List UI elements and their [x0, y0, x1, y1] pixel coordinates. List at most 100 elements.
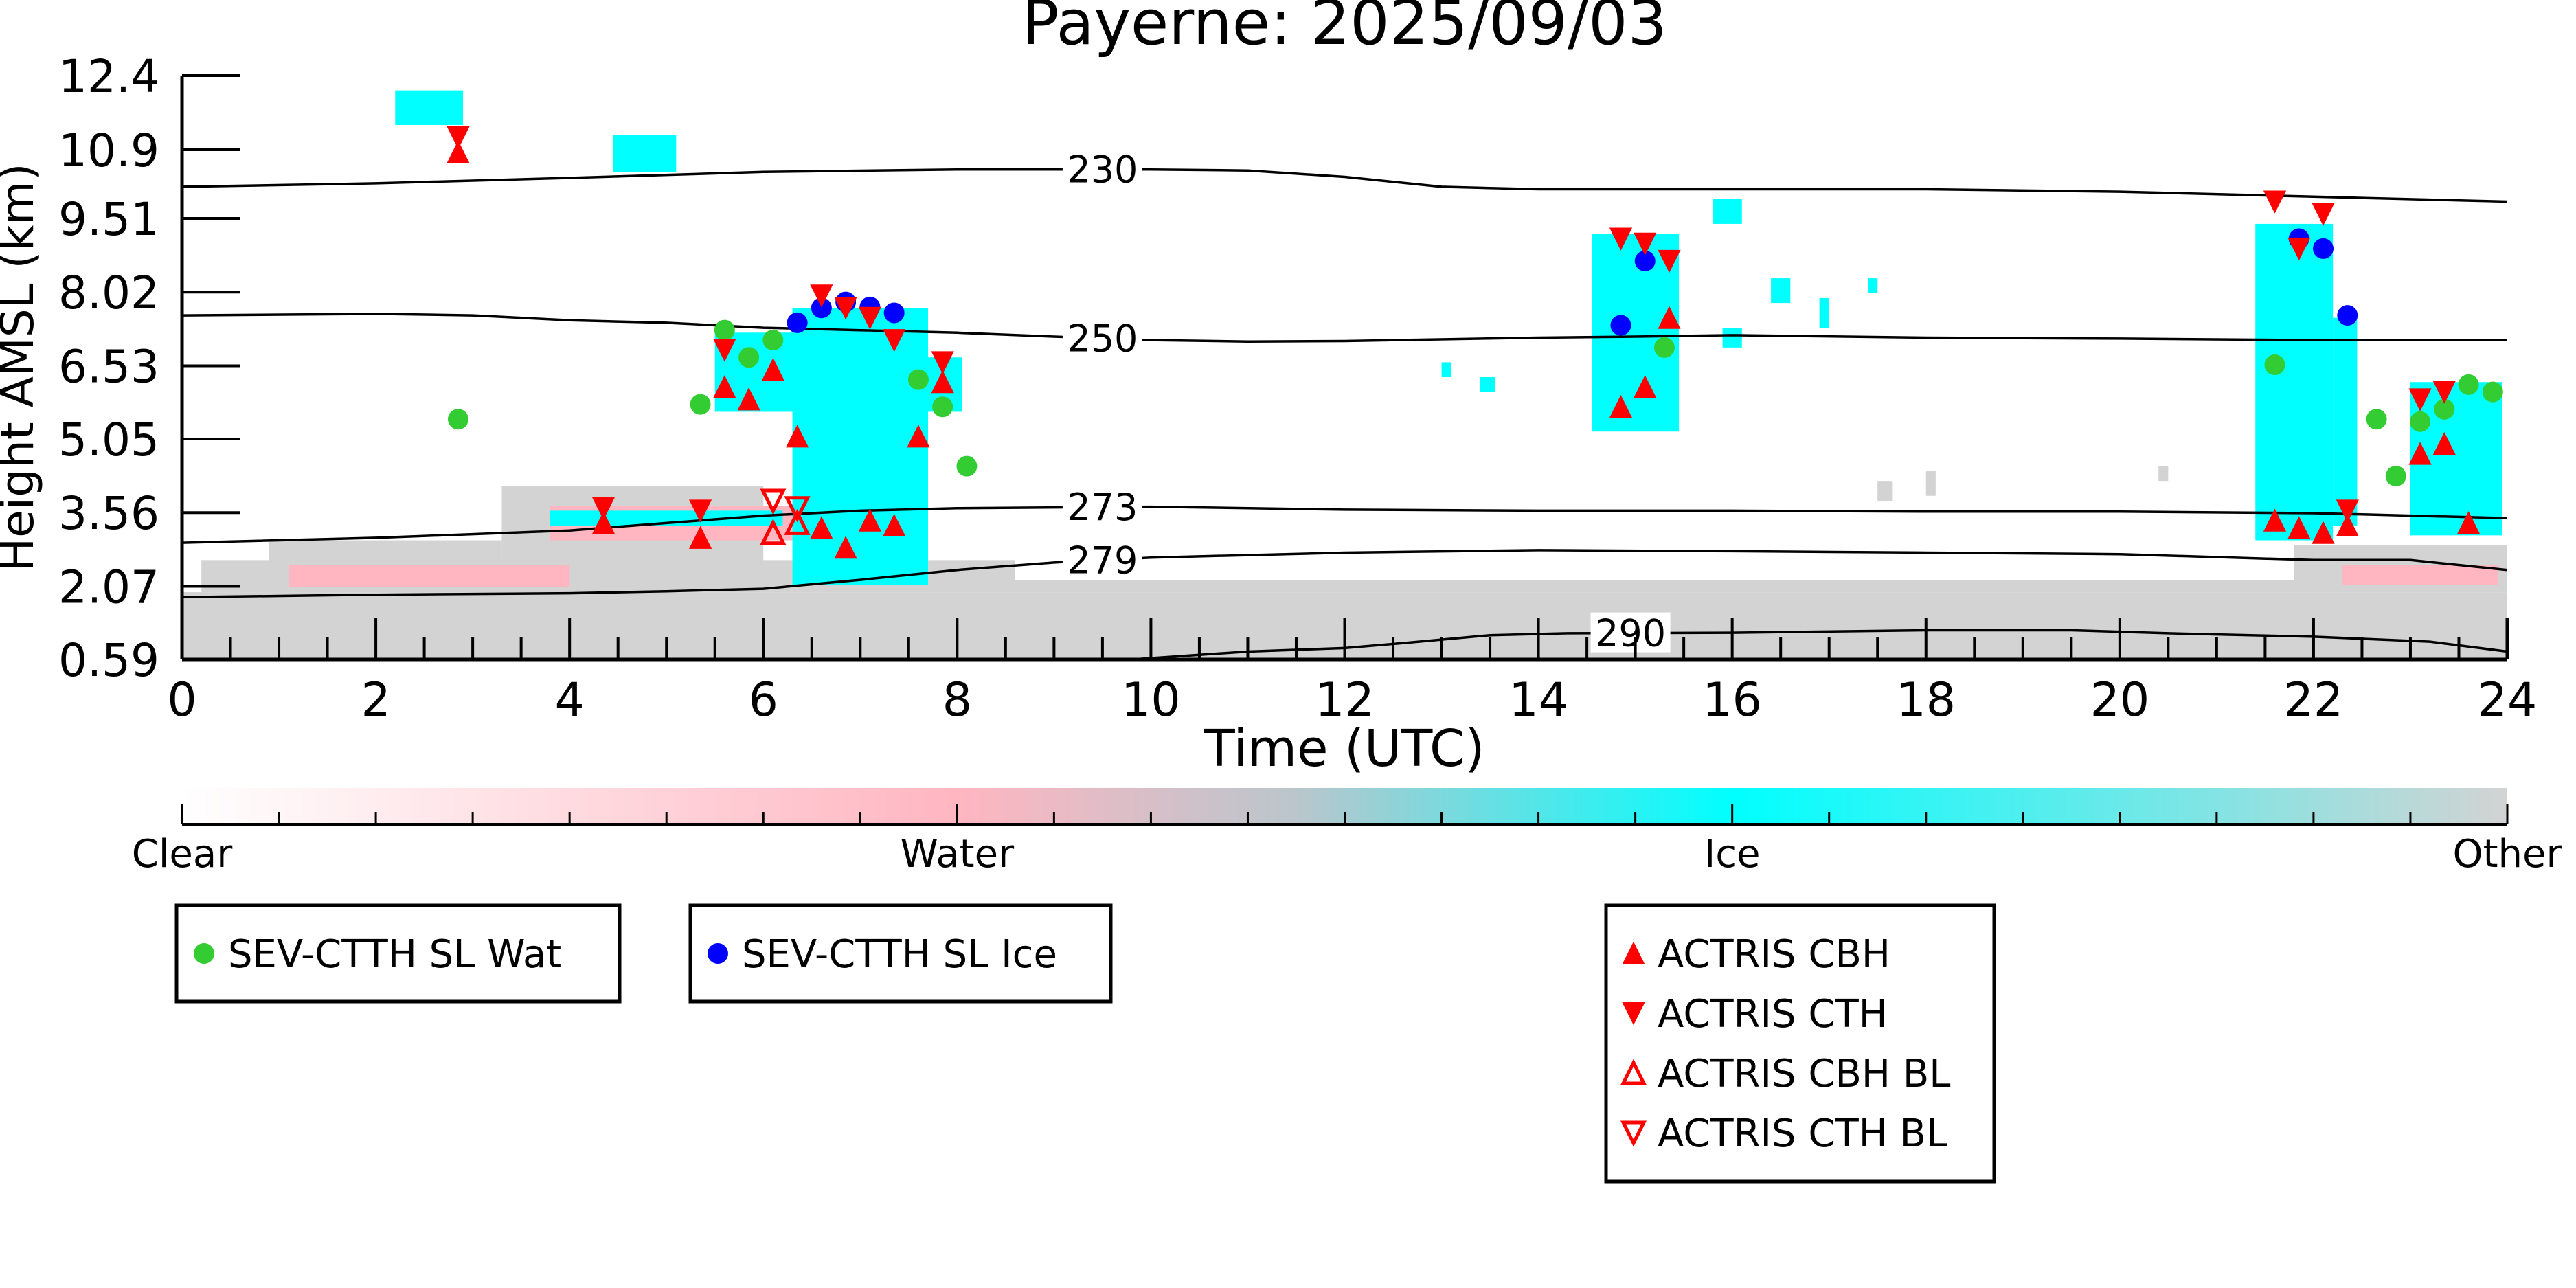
y-tick-label: 6.53 — [58, 340, 159, 393]
actris-cbh-point — [785, 425, 809, 448]
x-tick-label: 8 — [942, 673, 972, 727]
y-tick-label: 12.4 — [58, 50, 159, 103]
x-tick-label: 6 — [749, 673, 778, 727]
y-axis-label: Height AMSL (km) — [0, 163, 44, 572]
actris-cbh-point — [2408, 442, 2432, 465]
field-ice-patch — [1819, 297, 1829, 328]
contour-line — [181, 313, 2507, 343]
sev-ctth-sl-ice-point — [883, 302, 905, 324]
y-tick-label: 2.07 — [58, 561, 159, 613]
actris-cth-point — [931, 351, 954, 374]
legend-box: SEV-CTTH SL Ice — [688, 903, 1113, 1004]
actris-cbh-point — [1609, 394, 1633, 418]
legend-frame — [1604, 903, 1996, 1184]
actris-cth-point — [810, 284, 833, 308]
actris-cth-point — [591, 497, 615, 521]
y-tick-label: 10.9 — [58, 124, 159, 177]
colorbar-label: Ice — [1704, 832, 1761, 877]
sev-ctth-sl-ice-point — [2313, 238, 2334, 259]
x-tick-label: 12 — [1315, 673, 1375, 727]
colorbar-label: Clear — [132, 832, 233, 877]
actris-cbh-point — [931, 370, 954, 394]
field-ice-patch — [1868, 278, 1878, 293]
actris-cth-point — [2408, 388, 2432, 411]
y-tick-label: 5.05 — [58, 414, 159, 466]
actris-cbh-point — [1634, 375, 1657, 398]
actris-cbh-point — [688, 526, 712, 549]
legend-marker — [1622, 1002, 1645, 1026]
y-tick-label: 3.56 — [58, 487, 159, 540]
legend-entry-label: ACTRIS CTH BL — [1658, 1111, 1947, 1156]
plot-axes: 0 2 4 6 8 10 12 14 16 18 20 22 240.592.073.565.056.5… — [58, 50, 2537, 727]
field-ice-patch — [1441, 362, 1451, 378]
field-ice-afternoon — [1592, 234, 1680, 432]
sev-ctth-sl-wat-point — [2366, 409, 2387, 430]
actris-cbh-point — [883, 513, 906, 536]
actris-cth-point — [2287, 237, 2311, 261]
actris-cbh-point — [907, 425, 930, 448]
x-tick-label: 0 — [167, 673, 196, 727]
contour-label-bg — [1062, 317, 1142, 358]
x-tick-label: 16 — [1702, 673, 1762, 727]
actris-cth-point — [688, 499, 712, 523]
actris-cbh-point — [2263, 508, 2287, 532]
legend-entry-label: SEV-CTTH SL Wat — [228, 932, 561, 977]
actris-cth-point — [713, 339, 736, 362]
sev-ctth-sl-wat-point — [2264, 354, 2285, 376]
actris-cbh-point — [591, 511, 615, 534]
field-ice-patch — [1480, 377, 1495, 392]
legend-frame — [688, 903, 1113, 1004]
sev-ctth-sl-ice-point — [1634, 250, 1656, 271]
contour-label-bg — [1062, 486, 1142, 527]
sev-ctth-sl-wat-point — [714, 319, 735, 341]
cloud-type-colorbar: Clear Water Ice Other — [132, 788, 2562, 877]
field-ice-patch — [1722, 328, 1742, 348]
y-tick-label: 9.51 — [58, 193, 159, 246]
legend-box: ACTRIS CBH ACTRIS CTH ACTRIS CBH BL ACTRIS … — [1604, 903, 1996, 1184]
sev-ctth-sl-wat-point — [2482, 381, 2503, 403]
actris-cbh-point — [834, 536, 857, 559]
y-tick-label: 8.02 — [58, 267, 159, 319]
legend-marker — [1620, 1059, 1647, 1085]
actris-cth-point — [1609, 227, 1633, 251]
contour-label: 279 — [1067, 539, 1138, 582]
legend-entry-label: ACTRIS CTH — [1658, 992, 1888, 1037]
x-tick-label: 14 — [1509, 673, 1568, 727]
legend-marker — [194, 943, 214, 964]
actris-cbh-bl-point — [760, 519, 787, 545]
actris-cth-bl-point — [784, 496, 811, 523]
contour-line — [181, 549, 2508, 599]
field-ice-patch — [395, 90, 464, 125]
sev-ctth-sl-wat-point — [2458, 374, 2479, 395]
contour-label-bg — [1062, 148, 1142, 189]
sev-ctth-sl-wat-point — [932, 396, 953, 418]
actris-cbh-point — [2456, 511, 2481, 534]
x-tick-label: 20 — [2090, 673, 2150, 727]
contour-label: 290 — [1595, 612, 1666, 655]
contour-line — [181, 168, 2508, 203]
actris-cth-point — [1634, 232, 1657, 256]
actris-cbh-point — [2287, 516, 2311, 539]
actris-cth-point — [2263, 190, 2287, 214]
legend-marker — [708, 943, 728, 964]
cloud-type-field — [182, 90, 2507, 659]
actris-cth-bl-point — [760, 488, 787, 515]
actris-cbh-point — [2432, 431, 2456, 455]
contour-label-bg — [1062, 539, 1142, 580]
field-other-patch — [1877, 481, 1893, 501]
y-tick-label: 0.59 — [58, 634, 159, 687]
sev-ctth-sl-wat-point — [2410, 411, 2431, 432]
actris-cbh-point — [810, 516, 833, 539]
actris-cth-point — [1658, 249, 1681, 273]
actris-cbh-point — [858, 508, 882, 532]
actris-cbh-point — [1658, 306, 1681, 329]
sev-ctth-sl-wat-point — [2434, 398, 2455, 420]
sev-ctth-sl-ice-point — [787, 312, 808, 333]
colorbar-label: Other — [2452, 832, 2562, 877]
contour-label: 250 — [1067, 317, 1138, 361]
retrieval-markers — [447, 126, 2503, 559]
actris-cbh-point — [761, 357, 785, 381]
x-tick-label: 22 — [2284, 673, 2344, 727]
actris-cbh-point — [737, 387, 760, 411]
